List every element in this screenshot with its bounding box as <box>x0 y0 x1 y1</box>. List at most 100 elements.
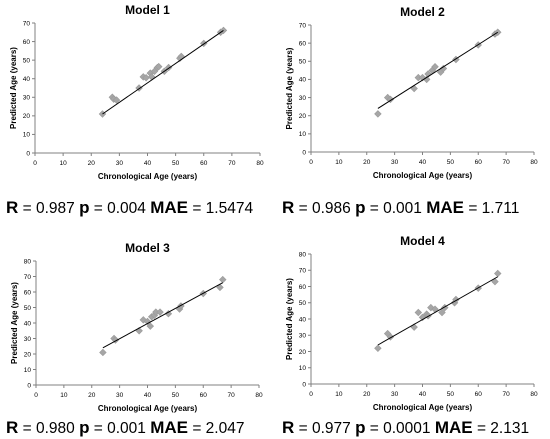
data-point <box>219 275 227 284</box>
data-point <box>441 303 449 312</box>
data-point <box>424 70 432 78</box>
y-tick-label: 50 <box>24 305 32 312</box>
y-tick-label: 0 <box>302 149 306 156</box>
y-tick-label: 50 <box>23 57 31 64</box>
y-tick-label: 20 <box>299 113 307 120</box>
scatter-chart-model-2: Model 2 0 10 20 30 40 50 60 70 80 0 10 20 30 40 50 60 70 C… <box>285 5 538 180</box>
chart-title: Model 1 <box>125 3 170 17</box>
r-value: = 0.986 <box>298 200 351 217</box>
data-point <box>164 309 173 318</box>
x-tick-label: 0 <box>34 392 38 399</box>
x-tick-label: 70 <box>503 159 511 166</box>
x-tick-label: 30 <box>391 391 399 398</box>
data-point <box>452 55 460 64</box>
x-tick-label: 0 <box>33 160 37 167</box>
x-axis-label: Chronological Age (years) <box>373 403 473 412</box>
x-tick-label: 80 <box>256 160 264 167</box>
x-tick-label: 40 <box>419 159 427 166</box>
y-axis-label: Predicted Age (years) <box>285 47 294 129</box>
p-value: = 0.001 <box>93 420 146 437</box>
y-tick-label: 60 <box>24 289 32 296</box>
y-tick-label: 70 <box>24 274 32 281</box>
stats-model-1: R = 0.987 p = 0.004 MAE = 1.5474 <box>6 198 253 218</box>
y-tick-label: 30 <box>23 95 31 102</box>
y-tick-label: 30 <box>299 95 307 102</box>
data-point <box>431 63 439 71</box>
x-tick-label: 20 <box>88 160 96 167</box>
mae-value: = 1.711 <box>468 200 520 217</box>
y-tick-label: 20 <box>23 113 31 120</box>
y-tick-label: 10 <box>299 131 307 138</box>
chart-title: Model 2 <box>400 5 445 19</box>
x-tick-label: 70 <box>228 392 236 399</box>
y-tick-label: 0 <box>27 382 31 389</box>
y-tick-label: 40 <box>299 77 307 84</box>
x-tick-label: 10 <box>60 160 68 167</box>
x-tick-label: 70 <box>228 160 236 167</box>
x-tick-label: 40 <box>144 160 152 167</box>
x-tick-label: 70 <box>503 391 511 398</box>
mae-label: MAE <box>150 198 189 217</box>
y-tick-label: 10 <box>23 132 31 139</box>
y-tick-label: 0 <box>26 150 30 157</box>
x-tick-label: 10 <box>335 391 343 398</box>
stats-model-3: R = 0.980 p = 0.001 MAE = 2.047 <box>6 418 244 438</box>
y-tick-label: 20 <box>299 349 307 356</box>
x-tick-label: 0 <box>309 391 313 398</box>
y-tick-label: 10 <box>24 367 32 374</box>
data-point <box>112 96 121 104</box>
x-tick-label: 80 <box>255 392 263 399</box>
data-point <box>491 277 499 286</box>
chart-panel-4: Model 4 0 10 20 30 40 50 60 70 80 0 10 20 30 40 50 60 70 8… <box>275 232 550 412</box>
x-tick-label: 60 <box>200 392 208 399</box>
trendline <box>377 31 499 109</box>
r-label: R <box>6 418 19 437</box>
y-tick-label: 80 <box>24 258 32 265</box>
chart-title: Model 4 <box>400 234 445 248</box>
x-tick-label: 60 <box>200 160 208 167</box>
y-tick-label: 30 <box>299 333 307 340</box>
x-tick-label: 20 <box>363 391 371 398</box>
x-axis-label: Chronological Age (years) <box>98 172 198 181</box>
y-tick-label: 20 <box>24 351 32 358</box>
y-tick-label: 50 <box>299 300 307 307</box>
x-axis-label: Chronological Age (years) <box>98 404 198 413</box>
y-tick-label: 40 <box>299 316 307 323</box>
x-tick-label: 40 <box>144 392 152 399</box>
r-value: = 0.987 <box>22 200 75 217</box>
mae-value: = 1.5474 <box>192 200 254 217</box>
data-point <box>452 295 460 304</box>
p-value: = 0.0001 <box>369 420 431 437</box>
data-point <box>99 348 107 357</box>
data-point <box>439 64 448 73</box>
x-tick-label: 10 <box>60 392 68 399</box>
trendline <box>102 30 224 115</box>
x-tick-label: 10 <box>335 159 343 166</box>
data-point <box>410 84 418 93</box>
x-tick-label: 50 <box>172 392 180 399</box>
y-tick-label: 40 <box>24 320 32 327</box>
mae-value: = 2.131 <box>476 420 530 437</box>
chart-panel-2: Model 2 0 10 20 30 40 50 60 70 80 0 10 20 30 40 50 60 70 C… <box>275 0 550 190</box>
x-tick-label: 80 <box>530 159 538 166</box>
data-point <box>414 308 423 317</box>
trendline <box>102 282 224 349</box>
scatter-chart-model-3: Model 3 0 10 20 30 40 50 60 70 80 0 10 20 30 40 50 60 70 8… <box>10 241 263 413</box>
x-tick-label: 50 <box>447 391 455 398</box>
x-tick-label: 20 <box>363 159 371 166</box>
x-tick-label: 60 <box>475 391 483 398</box>
x-tick-label: 0 <box>309 159 313 166</box>
chart-panel-3: Model 3 0 10 20 30 40 50 60 70 80 0 10 20 30 40 50 60 70 8… <box>0 232 275 413</box>
x-tick-label: 30 <box>116 392 124 399</box>
y-tick-label: 60 <box>299 40 307 47</box>
y-tick-label: 30 <box>24 336 32 343</box>
mae-label: MAE <box>426 198 465 217</box>
data-point <box>494 269 502 278</box>
y-tick-label: 60 <box>23 39 31 46</box>
r-label: R <box>282 198 295 217</box>
r-label: R <box>282 418 295 437</box>
mae-label: MAE <box>150 418 189 437</box>
data-point <box>146 322 155 330</box>
x-tick-label: 60 <box>475 159 483 166</box>
data-point <box>156 308 164 316</box>
